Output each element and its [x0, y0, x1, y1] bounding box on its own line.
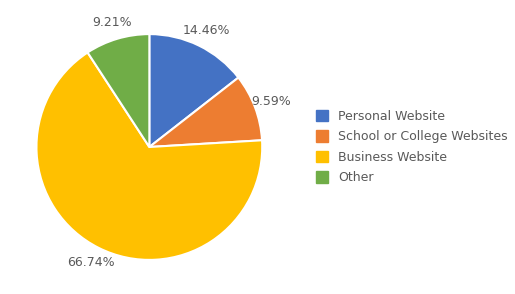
Wedge shape	[149, 78, 262, 147]
Text: 9.59%: 9.59%	[251, 95, 290, 108]
Wedge shape	[88, 34, 149, 147]
Wedge shape	[37, 53, 262, 260]
Text: 14.46%: 14.46%	[183, 24, 230, 37]
Text: 9.21%: 9.21%	[93, 16, 132, 29]
Legend: Personal Website, School or College Websites, Business Website, Other: Personal Website, School or College Webs…	[311, 105, 513, 189]
Wedge shape	[149, 34, 238, 147]
Text: 66.74%: 66.74%	[67, 256, 115, 270]
